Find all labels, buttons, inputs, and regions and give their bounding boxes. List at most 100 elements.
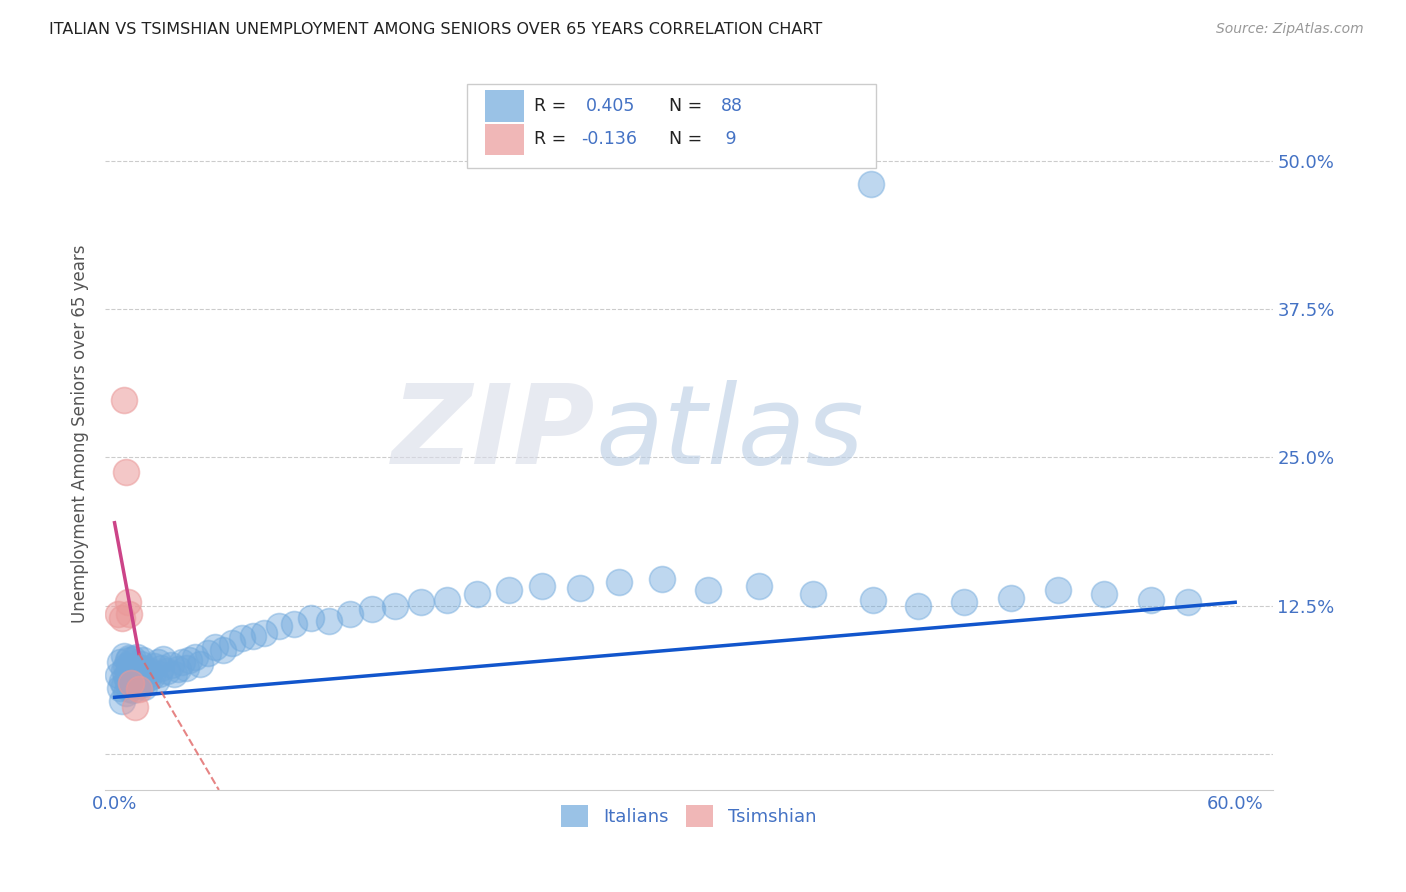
Point xyxy=(651,572,673,586)
Point xyxy=(139,664,162,678)
Text: Source: ZipAtlas.com: Source: ZipAtlas.com xyxy=(1216,22,1364,37)
Text: 88: 88 xyxy=(720,97,742,115)
Point xyxy=(112,393,135,408)
Point xyxy=(267,619,290,633)
Point xyxy=(150,660,173,674)
Point xyxy=(117,595,139,609)
Point xyxy=(117,653,139,667)
Y-axis label: Unemployment Among Seniors over 65 years: Unemployment Among Seniors over 65 years xyxy=(72,244,89,623)
Point xyxy=(129,657,152,671)
Point xyxy=(384,599,406,613)
Point xyxy=(112,678,135,692)
Point xyxy=(124,670,146,684)
Point xyxy=(120,677,142,691)
Point xyxy=(1046,583,1069,598)
Point xyxy=(1094,587,1116,601)
Point xyxy=(114,669,136,683)
Text: 0.405: 0.405 xyxy=(586,97,636,115)
Point xyxy=(697,583,720,598)
Point xyxy=(163,666,186,681)
Point xyxy=(498,583,520,598)
Text: R =: R = xyxy=(534,130,571,148)
Point xyxy=(141,669,163,683)
Point xyxy=(748,579,770,593)
Point xyxy=(253,626,276,640)
Point xyxy=(108,655,131,669)
Point xyxy=(1140,593,1163,607)
Text: 9: 9 xyxy=(720,130,737,148)
Point xyxy=(107,607,129,622)
Point xyxy=(120,671,142,685)
Point xyxy=(118,651,141,665)
Point xyxy=(212,642,235,657)
Point xyxy=(167,662,190,676)
FancyBboxPatch shape xyxy=(485,90,524,121)
Point xyxy=(174,660,197,674)
Point xyxy=(134,662,156,676)
Text: N =: N = xyxy=(669,130,707,148)
Point xyxy=(118,607,141,622)
Text: N =: N = xyxy=(669,97,707,115)
Point xyxy=(111,694,134,708)
Text: -0.136: -0.136 xyxy=(582,130,637,148)
Text: R =: R = xyxy=(534,97,571,115)
Text: ITALIAN VS TSIMSHIAN UNEMPLOYMENT AMONG SENIORS OVER 65 YEARS CORRELATION CHART: ITALIAN VS TSIMSHIAN UNEMPLOYMENT AMONG … xyxy=(49,22,823,37)
Point xyxy=(148,666,170,681)
Point xyxy=(117,674,139,689)
Point xyxy=(607,575,630,590)
Point xyxy=(131,653,153,667)
Point xyxy=(118,681,141,696)
Point xyxy=(179,653,201,667)
Point xyxy=(134,680,156,694)
Point xyxy=(114,465,136,479)
Legend: Italians, Tsimshian: Italians, Tsimshian xyxy=(554,797,824,834)
Point xyxy=(339,607,361,622)
Point xyxy=(145,673,167,688)
Point xyxy=(1000,591,1022,605)
Point xyxy=(465,587,488,601)
Point xyxy=(190,657,212,671)
Text: atlas: atlas xyxy=(596,380,865,487)
Point xyxy=(318,615,340,629)
Point xyxy=(283,616,305,631)
Point xyxy=(122,664,145,678)
Point xyxy=(114,659,136,673)
Point xyxy=(204,640,226,655)
Point xyxy=(907,599,929,613)
Point xyxy=(122,652,145,666)
Point xyxy=(531,579,554,593)
Point xyxy=(135,666,157,681)
Point xyxy=(184,649,207,664)
Point xyxy=(409,595,432,609)
Point xyxy=(112,648,135,663)
Point xyxy=(131,673,153,687)
FancyBboxPatch shape xyxy=(485,124,524,155)
Point xyxy=(197,646,219,660)
Point xyxy=(114,685,136,699)
Point xyxy=(118,660,141,674)
Point xyxy=(221,635,243,649)
Point xyxy=(156,664,179,678)
Point xyxy=(231,631,253,645)
Point xyxy=(120,656,142,670)
Point xyxy=(108,681,131,695)
Point xyxy=(299,611,322,625)
Point xyxy=(170,655,193,669)
Point xyxy=(146,655,169,669)
Point xyxy=(801,587,824,601)
Point xyxy=(1177,595,1199,609)
Point xyxy=(436,593,458,607)
Point xyxy=(117,666,139,681)
Point xyxy=(159,658,181,673)
Point xyxy=(125,649,148,664)
Point xyxy=(242,628,264,642)
Point xyxy=(122,683,145,698)
Point xyxy=(568,581,591,595)
Point xyxy=(128,660,150,674)
Point xyxy=(124,658,146,673)
Point xyxy=(111,673,134,688)
Point xyxy=(953,595,976,609)
Point xyxy=(142,659,165,673)
Point xyxy=(152,652,174,666)
Point xyxy=(361,602,384,616)
